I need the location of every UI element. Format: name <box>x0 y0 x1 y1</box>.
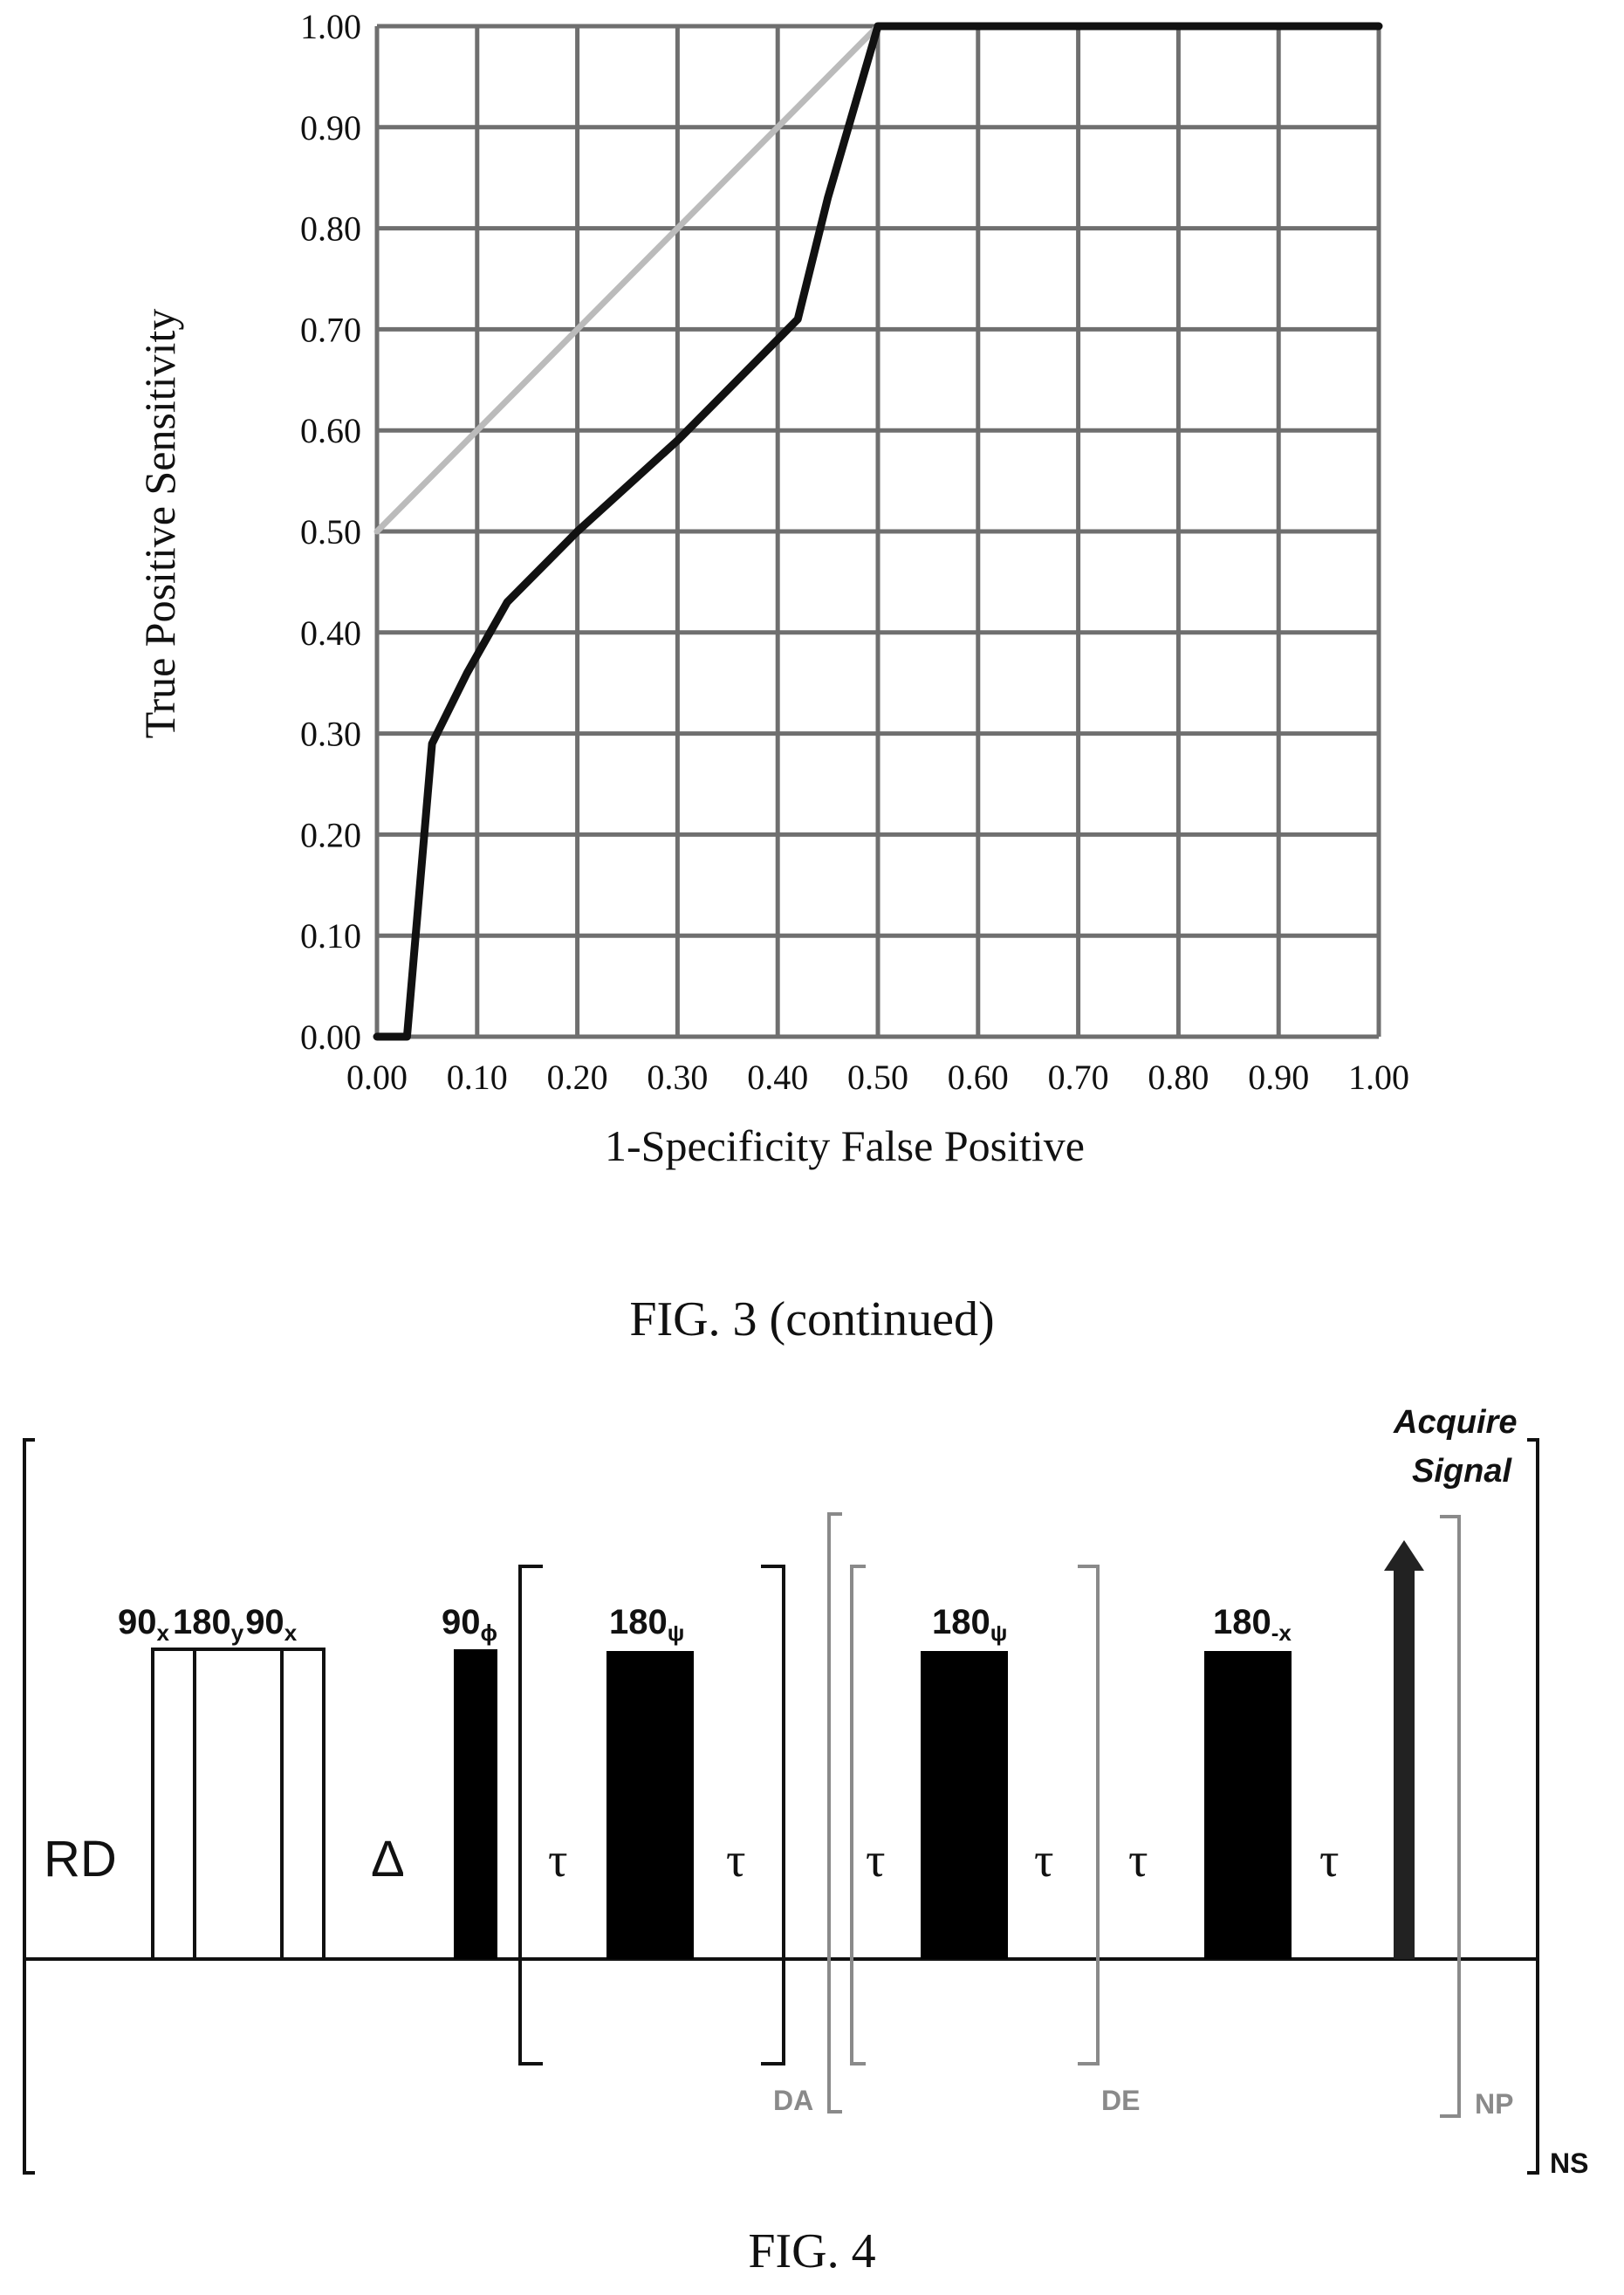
ns-bracket-left <box>23 1438 35 2175</box>
x-tick-label: 0.10 <box>447 1058 508 1097</box>
x-tick-label: 0.50 <box>847 1058 908 1097</box>
roc-chart: True Positive Sensitivity 1-Specificity … <box>135 7 1409 1170</box>
ns-label: NS <box>1550 2148 1588 2179</box>
composite-90x-pulse-2 <box>280 1648 325 1961</box>
y-tick-label: 0.70 <box>300 310 361 349</box>
pulse-90-phi-label: 90ϕ <box>442 1603 497 1646</box>
y-tick-label: 0.30 <box>300 715 361 754</box>
acquire-arrow-head <box>1384 1540 1424 1571</box>
tau-3: τ <box>866 1833 886 1887</box>
np-label: NP <box>1475 2088 1513 2120</box>
y-axis-label: True Positive Sensitivity <box>135 309 184 739</box>
pulse-180-minus-x-label: 180-x <box>1213 1603 1292 1646</box>
de-label: DE <box>1101 2085 1140 2116</box>
x-tick-label: 0.30 <box>647 1058 708 1097</box>
series-lines <box>373 22 1383 1041</box>
y-tick-label: 0.80 <box>300 209 361 249</box>
da-label: DA <box>773 2085 813 2116</box>
da-bracket-right <box>761 1565 785 2066</box>
y-tick-labels: 0.00 0.10 0.20 0.30 0.40 0.50 0.60 0.70 0.80 0.90… <box>300 7 361 1057</box>
tau-2: τ <box>726 1833 746 1887</box>
pulse-180-psi-b <box>921 1651 1008 1959</box>
x-tick-label: 0.00 <box>346 1058 408 1097</box>
x-tick-label: 0.70 <box>1048 1058 1109 1097</box>
acquire-label-line2: Signal <box>1412 1453 1512 1490</box>
acquire-label-line1: Acquire <box>1393 1404 1517 1441</box>
y-tick-label: 1.00 <box>300 7 361 46</box>
pulse-180-psi-a-label: 180ψ <box>609 1603 684 1646</box>
x-tick-label: 0.40 <box>747 1058 808 1097</box>
y-tick-label: 0.20 <box>300 815 361 854</box>
de-bracket-left <box>850 1565 866 2066</box>
x-tick-label: 0.60 <box>948 1058 1009 1097</box>
roc-curve-line <box>373 22 1383 1041</box>
pulse-90-phi <box>454 1649 497 1959</box>
de-bracket-right <box>1078 1565 1100 2066</box>
tau-4: τ <box>1034 1833 1054 1887</box>
y-tick-label: 0.60 <box>300 411 361 450</box>
pulse-180-psi-b-label: 180ψ <box>932 1603 1007 1646</box>
tau-6: τ <box>1319 1833 1340 1887</box>
fig3-caption: FIG. 3 (continued) <box>629 1292 995 1346</box>
x-tick-label: 0.90 <box>1248 1058 1309 1097</box>
delta-label: Δ <box>371 1831 405 1887</box>
composite-label: 90x 180y90x <box>118 1603 298 1646</box>
pulse-sequence-diagram: NS RD 90x 180y90x Δ 90ϕ DA τ 180ψ τ DE τ … <box>23 1404 1588 2179</box>
ns-bracket-right <box>1527 1438 1539 2175</box>
reference-line <box>373 23 881 535</box>
pulse-180-minus-x <box>1204 1651 1292 1959</box>
acquire-arrow-shaft <box>1394 1571 1415 1959</box>
y-tick-label: 0.40 <box>300 613 361 653</box>
x-tick-labels: 0.00 0.10 0.20 0.30 0.40 0.50 0.60 0.70 0.80 0.90… <box>346 1058 1409 1097</box>
np-bracket-right <box>1440 1515 1461 2118</box>
x-axis-label: 1-Specificity False Positive <box>605 1121 1085 1170</box>
x-tick-label: 0.20 <box>547 1058 608 1097</box>
da-bracket-left <box>518 1565 543 2066</box>
grid <box>374 24 1381 1039</box>
y-tick-label: 0.00 <box>300 1017 361 1057</box>
x-tick-label: 0.80 <box>1148 1058 1209 1097</box>
fig4-caption: FIG. 4 <box>748 2224 876 2278</box>
y-tick-label: 0.10 <box>300 916 361 956</box>
rd-label: RD <box>44 1831 117 1887</box>
pulse-180-psi-a <box>606 1651 694 1959</box>
composite-90x-pulse <box>151 1648 196 1961</box>
y-tick-label: 0.50 <box>300 512 361 551</box>
tau-5: τ <box>1128 1833 1148 1887</box>
composite-180y-pulse <box>193 1648 284 1961</box>
y-tick-label: 0.90 <box>300 108 361 147</box>
tau-1: τ <box>548 1833 568 1887</box>
de-bracket-left-outer <box>827 1512 842 2113</box>
x-tick-label: 1.00 <box>1348 1058 1409 1097</box>
